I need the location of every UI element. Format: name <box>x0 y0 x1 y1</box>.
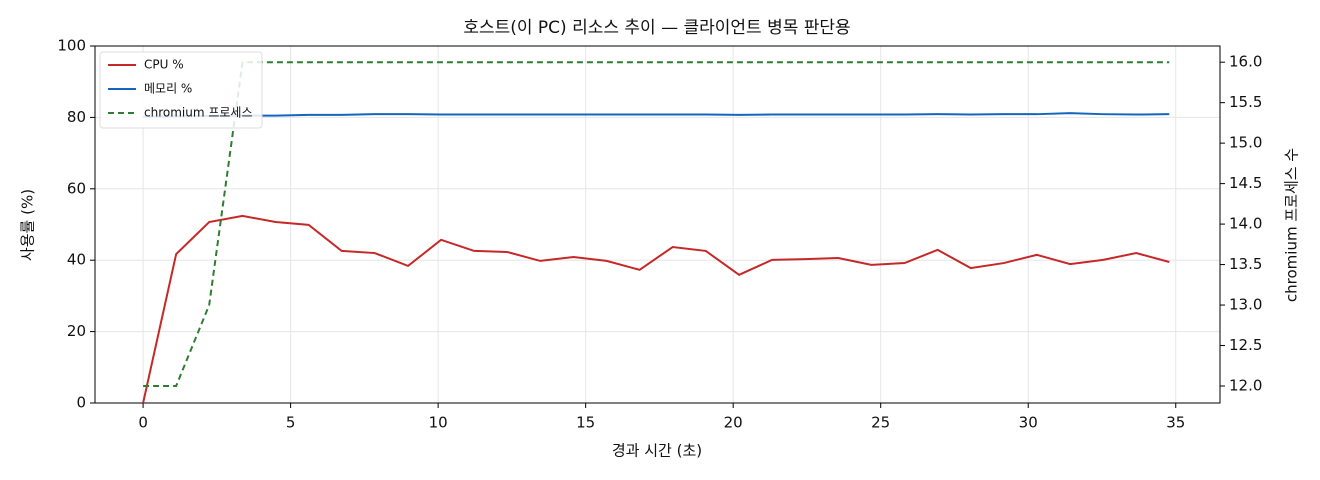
y2-tick-label: 15.0 <box>1229 134 1262 152</box>
chart-title: 호스트(이 PC) 리소스 추이 — 클라이언트 병목 판단용 <box>463 18 850 38</box>
series-line <box>143 61 1170 387</box>
y-tick-label: 40 <box>67 251 86 269</box>
y-tick-label: 60 <box>67 179 86 197</box>
y2-tick-label: 12.5 <box>1229 336 1262 354</box>
x-tick-label: 5 <box>286 414 296 432</box>
x-tick-label: 0 <box>138 414 148 432</box>
legend-label: CPU % <box>144 58 184 72</box>
y2-tick-label: 14.0 <box>1229 215 1262 233</box>
plot-frame <box>94 45 1221 404</box>
legend-label: chromium 프로세스 <box>144 106 253 120</box>
legend-label: 메모리 % <box>144 82 192 96</box>
legend-box <box>99 51 263 129</box>
series-line <box>143 112 1170 118</box>
y-tick-label: 20 <box>67 322 86 340</box>
y2-tick-label: 13.0 <box>1229 296 1262 314</box>
y-tick-label: 100 <box>57 37 86 55</box>
y-tick-label: 0 <box>76 394 86 412</box>
y2-tick-label: 12.0 <box>1229 377 1262 395</box>
x-tick-label: 10 <box>429 414 448 432</box>
y2-tick-label: 13.5 <box>1229 255 1262 273</box>
x-tick-label: 15 <box>576 414 595 432</box>
y2-tick-label: 16.0 <box>1229 53 1262 71</box>
x-axis-label: 경과 시간 (초) <box>612 442 702 460</box>
y2-tick-label: 14.5 <box>1229 174 1262 192</box>
y2-tick-label: 15.5 <box>1229 93 1262 111</box>
x-tick-label: 20 <box>724 414 743 432</box>
x-tick-label: 25 <box>871 414 890 432</box>
x-tick-label: 30 <box>1019 414 1038 432</box>
y-axis-label: 사용률 (%) <box>19 189 37 261</box>
x-tick-label: 35 <box>1166 414 1185 432</box>
y2-axis-label: chromium 프로세스 수 <box>1283 148 1301 302</box>
y-tick-label: 80 <box>67 108 86 126</box>
series-line <box>142 214 1170 404</box>
